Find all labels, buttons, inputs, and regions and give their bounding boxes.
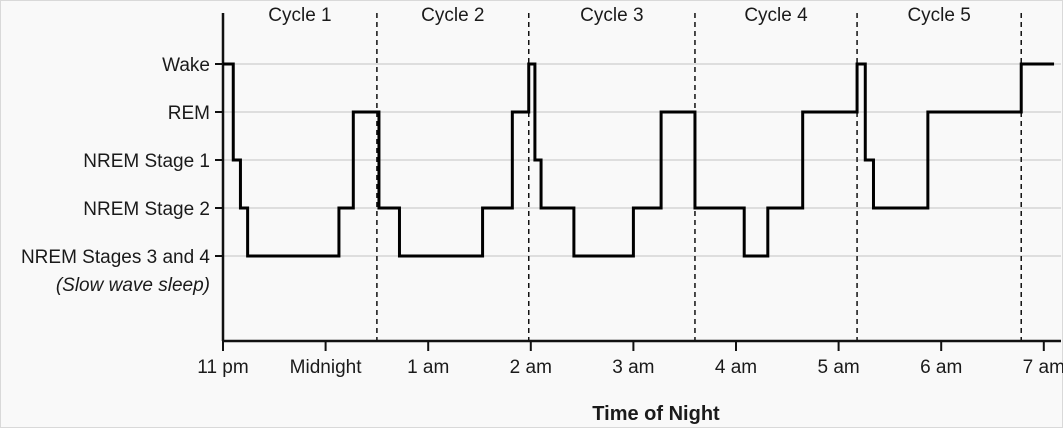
y-tick-label-0: Wake: [162, 55, 210, 76]
y-tick-label-1: REM: [168, 103, 210, 124]
x-axis-title: Time of Night: [592, 403, 720, 425]
x-tick-label-8: 7 am: [1023, 357, 1063, 378]
cycle-label-1: Cycle 1: [268, 5, 331, 26]
x-tick-label-5: 4 am: [715, 357, 757, 378]
cycle-label-4: Cycle 4: [744, 5, 808, 26]
y-tick-label-4: NREM Stages 3 and 4: [21, 247, 210, 268]
x-tick-label-3: 2 am: [510, 357, 552, 378]
x-tick-label-2: 1 am: [407, 357, 449, 378]
sleep-stage-trace-0: [223, 62, 1055, 258]
x-tick-label-4: 3 am: [612, 357, 654, 378]
x-tick-label-0: 11 pm: [197, 357, 248, 378]
y-tick-sublabel-4: (Slow wave sleep): [56, 275, 210, 296]
x-tick-label-1: Midnight: [290, 357, 363, 378]
x-tick-label-7: 6 am: [920, 357, 962, 378]
y-tick-label-3: NREM Stage 2: [83, 199, 210, 220]
y-tick-label-2: NREM Stage 1: [83, 151, 210, 172]
cycle-label-2: Cycle 2: [421, 5, 484, 26]
cycle-label-5: Cycle 5: [907, 5, 970, 26]
cycle-label-3: Cycle 3: [580, 5, 643, 26]
x-tick-label-6: 5 am: [817, 357, 859, 378]
